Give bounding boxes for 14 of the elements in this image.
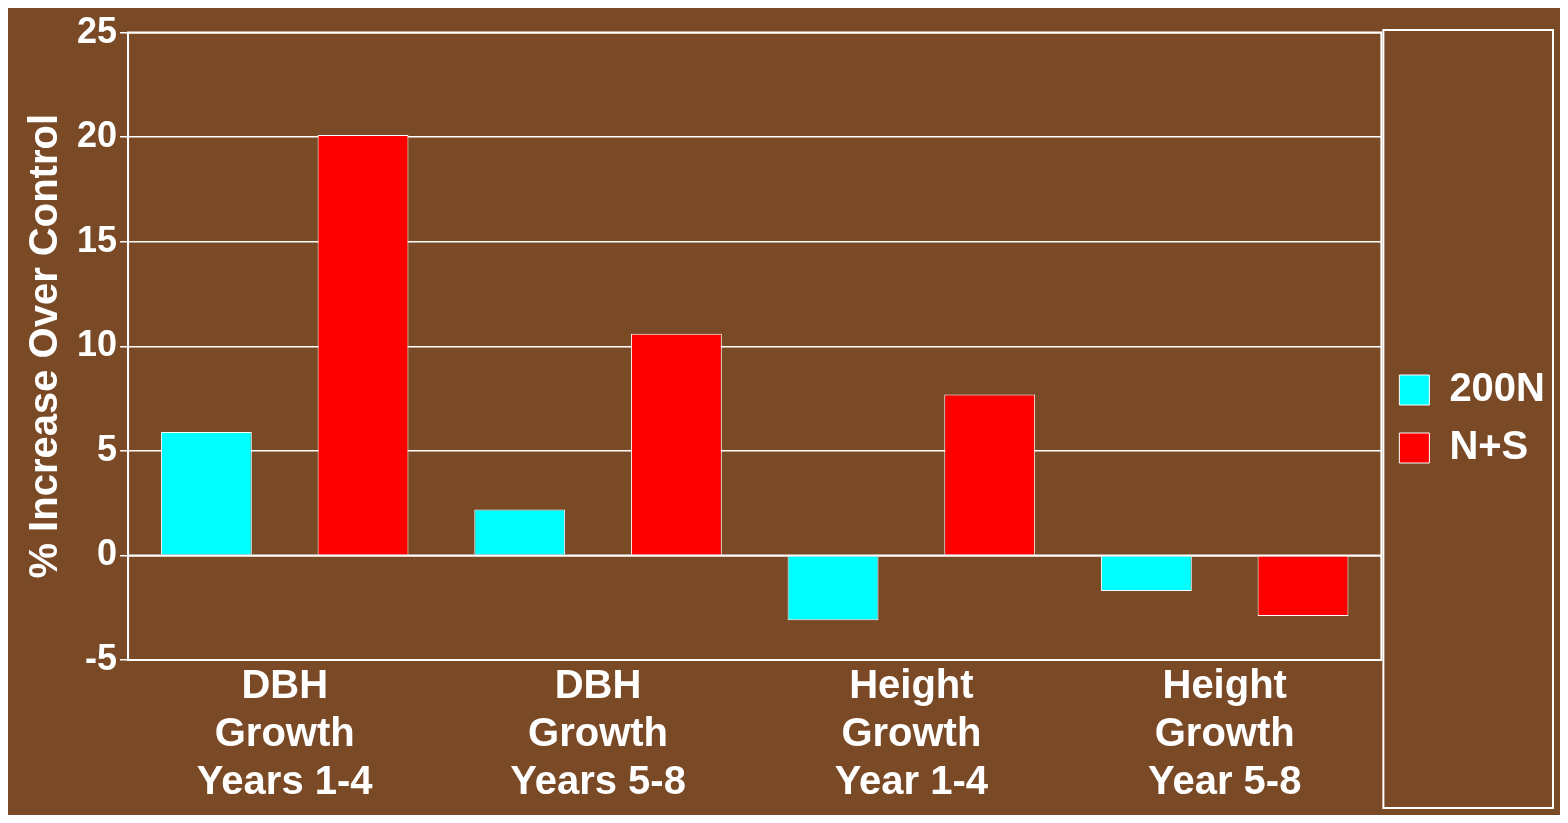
y-tick-label: 20: [77, 114, 118, 156]
y-tick-label: 15: [77, 218, 118, 260]
y-tick-label: 10: [77, 323, 118, 365]
y-tick-label: 0: [97, 532, 118, 574]
y-axis-title: % Increase Over Control: [21, 114, 66, 579]
x-tick-label: DBH Growth Years 5-8: [510, 662, 686, 803]
y-tick-label: 25: [77, 9, 118, 51]
legend-label: 200N: [1449, 365, 1545, 410]
x-tick-label: DBH Growth Years 1-4: [196, 662, 374, 803]
y-tick-label: 5: [97, 427, 118, 469]
x-tick-label: Height Growth Year 1-4: [834, 662, 989, 803]
x-tick-label: Height Growth Year 5-8: [1147, 662, 1302, 803]
y-tick-label: -5: [85, 636, 118, 678]
legend-label: N+S: [1449, 423, 1529, 468]
